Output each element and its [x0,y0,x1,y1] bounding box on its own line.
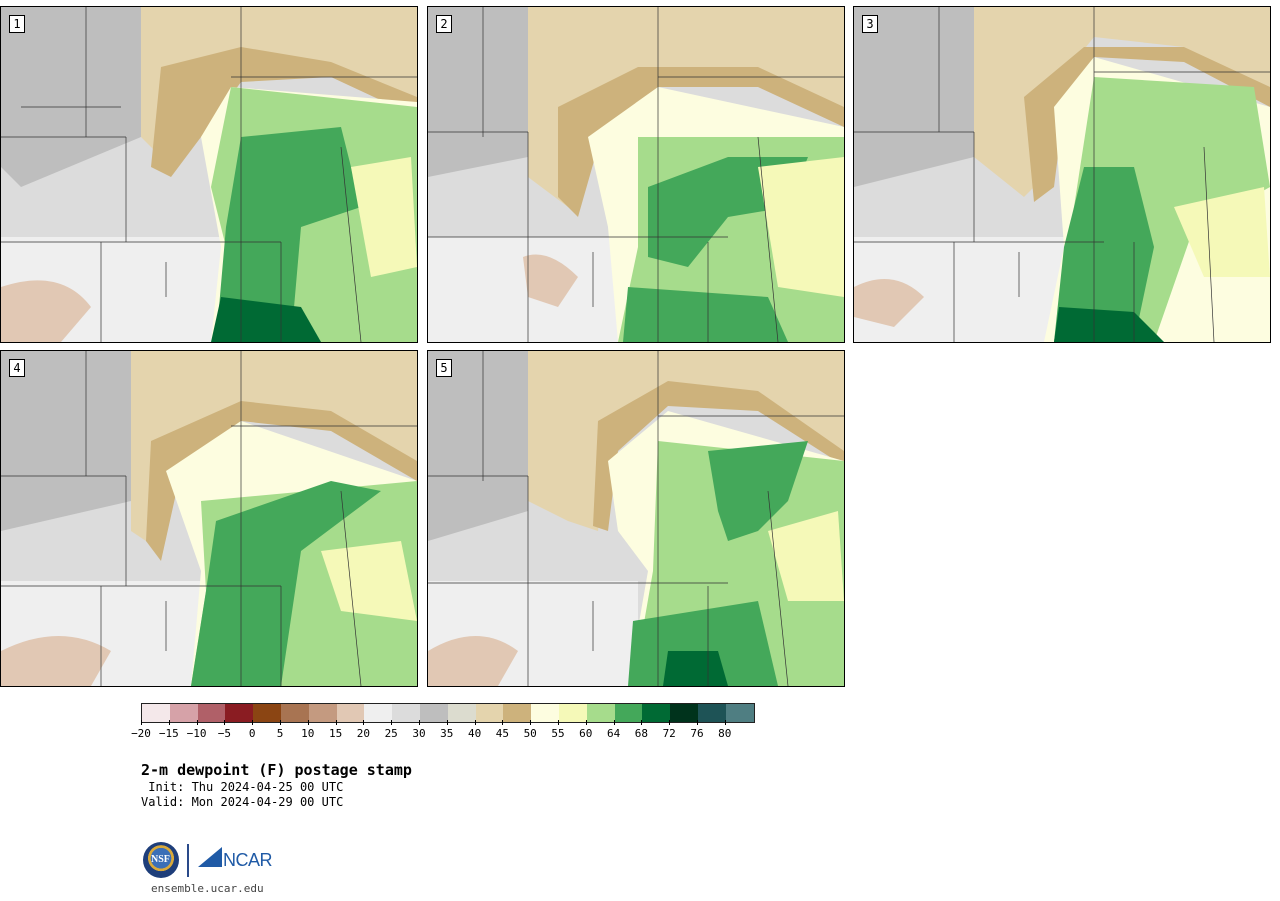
colorbar-tick-label: −15 [158,727,179,740]
colorbar-tick-mark [141,720,142,725]
colorbar-swatch [586,704,615,722]
colorbar-tick-mark [252,720,254,725]
panel-number-label: 1 [9,15,25,33]
colorbar-tick-mark [613,720,615,725]
dewpoint-map-3 [854,7,1270,342]
member-panel-2: 2 [427,6,845,343]
dewpoint-map-1 [1,7,417,342]
ncar-logo-text: NCAR [223,850,273,870]
colorbar-tick-mark [558,720,559,725]
colorbar-tick-mark [335,720,337,725]
colorbar-tick-mark [280,720,281,725]
panel-number-label: 5 [436,359,452,377]
colorbar-tick-mark [641,720,643,725]
colorbar-tick-label: 0 [248,727,256,740]
colorbar-tick-label: 80 [718,727,732,740]
colorbar-tick-label: 72 [662,727,676,740]
colorbar-tick-label: 30 [412,727,426,740]
colorbar-tick-mark [724,720,726,725]
colorbar-tick-mark [669,720,671,725]
colorbar-tick-label: 40 [467,727,482,740]
website-url: ensemble.ucar.edu [151,882,264,895]
panel-number-label: 3 [862,15,878,33]
chart-title: 2-m dewpoint (F) postage stamp [141,761,412,779]
panel-number-label: 2 [436,15,452,33]
colorbar-tick-mark [363,720,365,725]
dewpoint-colorbar [141,703,755,723]
colorbar-swatch [142,704,170,722]
colorbar-ticks: −20 −15 −10 −5 0 5 10 15 20 25 30 35 40 45 50 55 60 64 68 7… [131,720,761,741]
colorbar-tick-mark [474,720,476,725]
colorbar-swatch [419,704,448,722]
colorbar-swatch [280,704,309,722]
valid-time: Valid: Mon 2024-04-29 00 UTC [141,795,344,809]
colorbar-tick-mark [697,720,698,725]
colorbar-tick-mark [530,720,532,725]
colorbar-tick-label: 5 [276,727,284,740]
colorbar-swatch [197,704,226,722]
member-panel-1: 1 [0,6,418,343]
colorbar-tick-label: 35 [440,727,454,740]
colorbar-swatch [169,704,198,722]
colorbar-tick-label: 15 [328,727,343,740]
colorbar-tick-label: 20 [356,727,371,740]
colorbar-tick-label: 60 [579,727,593,740]
colorbar-swatch [670,704,698,722]
ncar-logo-icon [198,847,222,867]
dewpoint-map-2 [428,7,844,342]
colorbar-tick-mark [419,720,420,725]
colorbar-tick-label: 50 [523,727,537,740]
logo-divider [187,844,189,877]
colorbar-swatch [308,704,337,722]
colorbar-tick-label: 25 [384,727,398,740]
colorbar-tick-mark [307,720,309,725]
colorbar-tick-label: 76 [690,727,704,740]
member-panel-5: 5 [427,350,845,687]
colorbar-tick-mark [585,720,587,725]
colorbar-swatch [642,704,671,722]
sponsor-logos: NSF NCAR [143,842,283,882]
colorbar-swatch [725,704,754,722]
colorbar-tick-label: 64 [606,727,621,740]
panel-number-label: 4 [9,359,25,377]
colorbar-tick-mark [224,720,226,725]
colorbar-swatch [475,704,504,722]
dewpoint-map-5 [428,351,844,686]
colorbar-tick-mark [196,720,198,725]
colorbar-swatch [447,704,476,722]
colorbar-swatch [225,704,254,722]
colorbar-tick-label: 55 [551,727,565,740]
dewpoint-map-4 [1,351,417,686]
colorbar-swatch [697,704,726,722]
colorbar-swatch [364,704,393,722]
colorbar-tick-label: −20 [131,727,151,740]
colorbar-swatch [558,704,587,722]
colorbar-tick-label: 68 [634,727,649,740]
colorbar-tick-mark [446,720,448,725]
colorbar-tick-label: −10 [186,727,207,740]
colorbar-swatch [336,704,365,722]
colorbar-tick-mark [391,720,393,725]
colorbar-tick-label: −5 [217,727,232,740]
member-panel-4: 4 [0,350,418,687]
colorbar-swatch [614,704,643,722]
colorbar-tick-mark [502,720,504,725]
colorbar-tick-label: 10 [301,727,315,740]
init-time: Init: Thu 2024-04-25 00 UTC [141,780,344,794]
member-panel-3: 3 [853,6,1271,343]
colorbar-swatch [392,704,420,722]
nsf-logo-icon: NSF [143,842,179,878]
colorbar-swatch [253,704,281,722]
colorbar-tick-label: 45 [495,727,510,740]
colorbar-swatch [503,704,532,722]
colorbar-swatch [531,704,559,722]
colorbar-tick-mark [168,720,170,725]
